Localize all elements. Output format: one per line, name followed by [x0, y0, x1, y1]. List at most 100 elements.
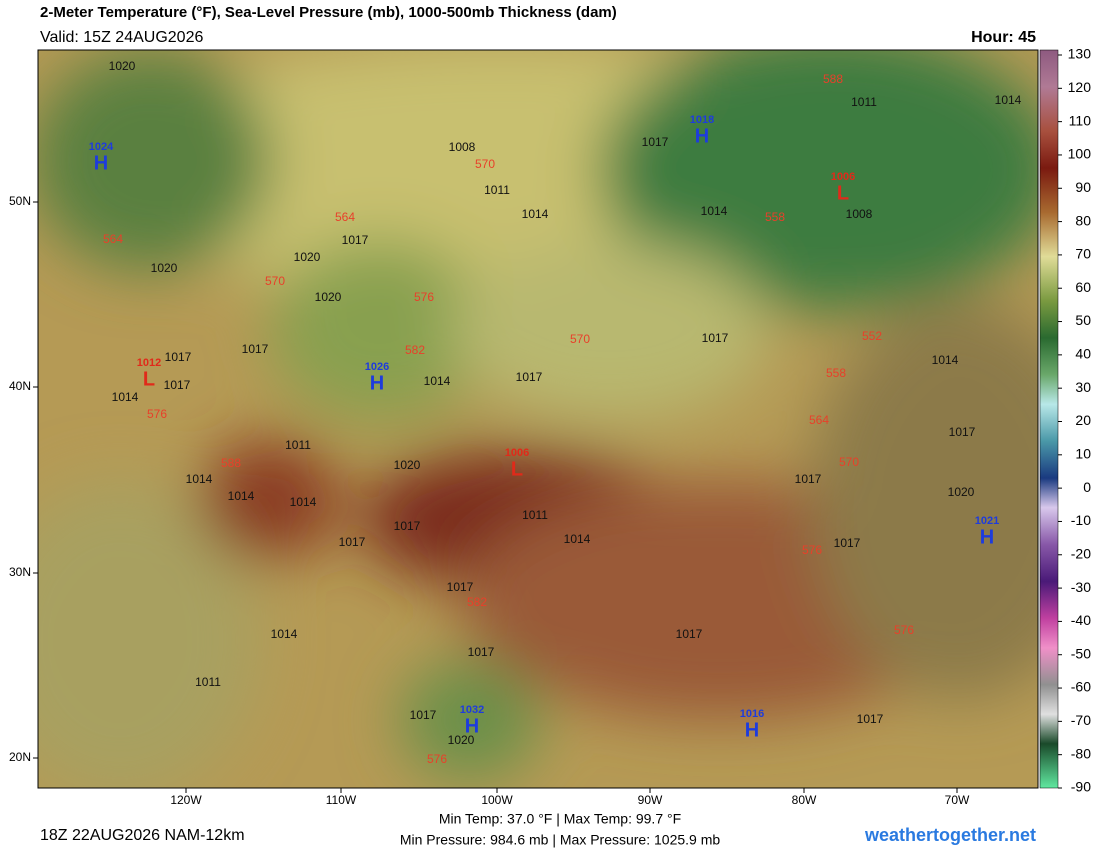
- thickness-label: 576: [414, 290, 434, 304]
- colorbar-label: 130: [1068, 46, 1092, 62]
- isobar-label: 1014: [228, 489, 255, 503]
- thickness-label: 582: [405, 343, 425, 357]
- thickness-label: 552: [862, 329, 882, 343]
- colorbar-label: -10: [1071, 512, 1091, 528]
- isobar-label: 1020: [151, 261, 178, 275]
- center-symbol: H: [94, 152, 108, 174]
- isobar-label: 1017: [468, 645, 495, 659]
- model-run: 18Z 22AUG2026 NAM-12km: [40, 827, 245, 844]
- colorbar-label: 40: [1075, 346, 1091, 362]
- isobar-label: 1011: [195, 675, 221, 689]
- thickness-label: 570: [475, 157, 495, 171]
- thickness-label: 576: [427, 752, 447, 766]
- center-value: 1024: [89, 141, 114, 153]
- temp-stats: Min Temp: 37.0 °F | Max Temp: 99.7 °F: [439, 811, 681, 827]
- center-value: 1006: [831, 171, 855, 183]
- thickness-label: 558: [765, 210, 785, 224]
- isobar-label: 1020: [109, 59, 136, 73]
- thickness-label: 582: [467, 595, 487, 609]
- temperature-field: [38, 50, 1038, 788]
- thickness-label: 576: [802, 543, 822, 557]
- colorbar-label: 60: [1075, 279, 1091, 295]
- isobar-label: 1014: [564, 532, 591, 546]
- isobar-label: 1017: [702, 331, 729, 345]
- isobar-label: 1014: [701, 204, 728, 218]
- isobar-label: 1017: [447, 580, 474, 594]
- colorbar-label: -40: [1071, 612, 1091, 628]
- center-value: 1032: [460, 704, 484, 716]
- isobar-label: 1017: [394, 519, 421, 533]
- center-value: 1016: [740, 708, 764, 720]
- isobar-label: 1008: [846, 207, 873, 221]
- isobar-label: 1020: [948, 485, 975, 499]
- lat-label: 30N: [9, 565, 31, 579]
- isobar-label: 1017: [339, 535, 366, 549]
- colorbar-label: -90: [1071, 779, 1091, 795]
- center-symbol: H: [695, 125, 709, 147]
- isobar-label: 1014: [522, 207, 549, 221]
- isobar-label: 1014: [271, 627, 298, 641]
- colorbar: [1039, 49, 1059, 789]
- site-name: weathertogether.net: [864, 825, 1036, 845]
- isobar-label: 1020: [394, 458, 421, 472]
- colorbar-label: 50: [1075, 312, 1091, 328]
- isobar-label: 1020: [315, 290, 342, 304]
- isobar-label: 1017: [165, 350, 192, 364]
- isobar-label: 1014: [186, 472, 213, 486]
- isobar-label: 1014: [424, 374, 451, 388]
- thickness-label: 576: [147, 407, 167, 421]
- isobar-label: 1014: [932, 353, 959, 367]
- lon-label: 100W: [481, 793, 513, 807]
- center-value: 1026: [365, 361, 389, 373]
- isobar-label: 1017: [834, 536, 861, 550]
- lon-label: 110W: [326, 793, 357, 807]
- isobar-label: 1014: [995, 93, 1022, 107]
- isobar-label: 1014: [112, 390, 139, 404]
- isobar-label: 1020: [448, 733, 475, 747]
- center-symbol: L: [511, 458, 523, 480]
- lon-label: 90W: [638, 793, 663, 807]
- center-symbol: H: [465, 715, 479, 737]
- isobar-label: 1011: [851, 95, 877, 109]
- thickness-label: 564: [103, 232, 123, 246]
- isobar-label: 1014: [290, 495, 317, 509]
- isobar-label: 1011: [522, 508, 548, 522]
- map-frame: [37, 49, 1039, 789]
- thickness-label: 576: [894, 623, 914, 637]
- pressure-stats: Min Pressure: 984.6 mb | Max Pressure: 1…: [400, 832, 721, 848]
- isobar-label: 1008: [449, 140, 476, 154]
- lon-label: 80W: [792, 793, 817, 807]
- map-title: 2-Meter Temperature (°F), Sea-Level Pres…: [40, 4, 617, 21]
- lon-label: 70W: [945, 793, 970, 807]
- center-value: 1012: [137, 357, 161, 369]
- thickness-label: 588: [823, 72, 843, 86]
- colorbar-label: 70: [1075, 246, 1091, 262]
- center-symbol: H: [370, 372, 384, 394]
- thickness-label: 570: [839, 455, 859, 469]
- thickness-label: 564: [335, 210, 355, 224]
- center-value: 1006: [505, 447, 529, 459]
- isobar-label: 1017: [516, 370, 543, 384]
- forecast-hour: Hour: 45: [971, 29, 1036, 46]
- center-symbol: H: [745, 719, 759, 741]
- center-symbol: L: [837, 182, 849, 204]
- colorbar-label: 10: [1075, 446, 1091, 462]
- isobar-label: 1017: [795, 472, 822, 486]
- isobar-label: 1017: [242, 342, 269, 356]
- colorbar-label: -20: [1071, 545, 1091, 561]
- colorbar-label: -50: [1071, 645, 1091, 661]
- thickness-label: 588: [221, 456, 241, 470]
- isobar-label: 1017: [949, 425, 976, 439]
- center-value: 1018: [690, 114, 714, 126]
- colorbar-label: 90: [1075, 179, 1091, 195]
- colorbar-label: -30: [1071, 579, 1091, 595]
- thickness-label: 570: [265, 274, 285, 288]
- colorbar-label: 110: [1069, 112, 1092, 128]
- lat-label: 20N: [9, 750, 31, 764]
- center-symbol: H: [980, 526, 994, 548]
- isobar-label: 1017: [642, 135, 669, 149]
- colorbar-label: -60: [1071, 679, 1091, 695]
- lat-label: 40N: [9, 379, 31, 393]
- colorbar-label: 80: [1075, 212, 1091, 228]
- colorbar-label: 20: [1075, 412, 1091, 428]
